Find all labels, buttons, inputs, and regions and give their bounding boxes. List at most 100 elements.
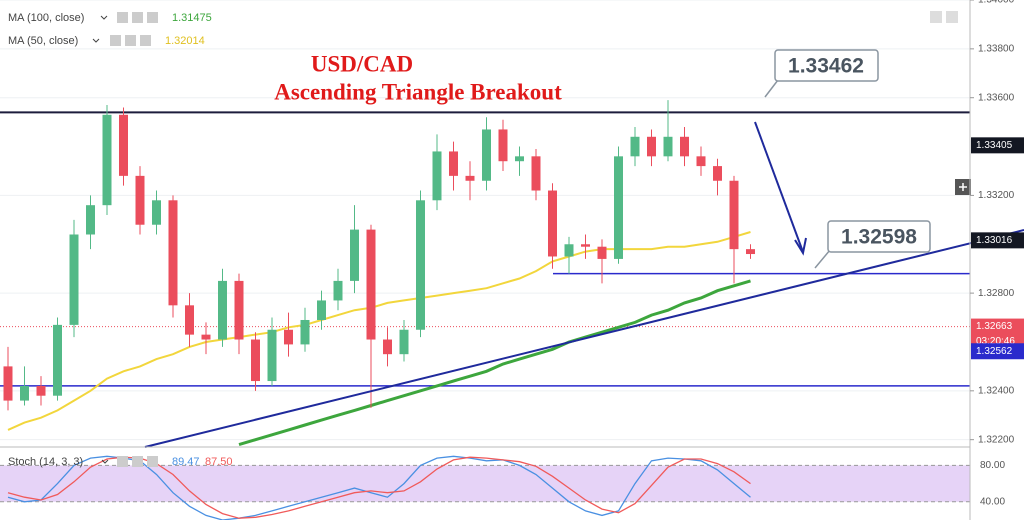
candle-body xyxy=(234,280,244,340)
y-tick-label: 1.33800 xyxy=(978,43,1015,54)
ma-line xyxy=(238,279,751,447)
candle-body xyxy=(350,229,359,281)
candle-body xyxy=(383,339,392,355)
candle-body xyxy=(284,329,293,345)
legend-value: 89.47 xyxy=(172,456,200,468)
y-tick-label: 1.32800 xyxy=(978,288,1015,299)
legend-label: MA (50, close) xyxy=(8,35,78,47)
legend-label: MA (100, close) xyxy=(8,12,84,24)
settings-button[interactable] xyxy=(132,12,143,23)
legend-label: Stoch (14, 3, 3) xyxy=(8,456,83,468)
collapse-button[interactable] xyxy=(930,11,942,23)
arrow-shaft xyxy=(754,121,804,253)
arrow-head xyxy=(794,237,807,256)
candle-body xyxy=(53,324,62,396)
settings-button[interactable] xyxy=(132,456,143,467)
chevron[interactable] xyxy=(100,15,108,20)
candle-body xyxy=(185,305,194,335)
eye-button[interactable] xyxy=(117,456,128,467)
callout-box xyxy=(774,49,879,82)
chart-subtitle: Ascending Triangle Breakout xyxy=(274,79,562,104)
candle-body xyxy=(86,205,95,235)
candle-body xyxy=(581,244,590,247)
candle-body xyxy=(416,200,425,330)
candle-body xyxy=(680,136,689,157)
ma-line xyxy=(7,231,751,431)
close-button[interactable] xyxy=(147,456,158,467)
candle-body xyxy=(152,200,161,225)
y-tick-label: 1.33200 xyxy=(978,190,1015,201)
stoch-line xyxy=(7,455,751,520)
y-tick-label: 80.00 xyxy=(980,460,1005,471)
candle-body xyxy=(515,156,524,162)
candle-body xyxy=(168,200,178,306)
chevron[interactable] xyxy=(101,459,109,464)
candle-body xyxy=(218,280,227,340)
candle-body xyxy=(36,385,46,396)
candle-body xyxy=(3,366,13,401)
legend-value: 1.31475 xyxy=(172,12,212,24)
y-tick-label: 1.32200 xyxy=(978,434,1015,445)
close-button[interactable] xyxy=(140,35,151,46)
price-tag xyxy=(971,137,1024,154)
close-button[interactable] xyxy=(147,12,158,23)
candle-body xyxy=(465,175,475,181)
candle-body xyxy=(564,244,574,257)
candle-body xyxy=(20,385,29,401)
candle-body xyxy=(366,229,376,340)
plot xyxy=(0,100,970,447)
candle-body xyxy=(399,329,409,355)
candle-body xyxy=(102,114,112,206)
candle-body xyxy=(300,319,310,345)
price-tag xyxy=(971,343,1024,360)
candle-body xyxy=(713,166,722,181)
callout-pointer xyxy=(764,79,779,98)
price-tag-label: 1.32663 xyxy=(976,321,1013,332)
eye-button[interactable] xyxy=(110,35,121,46)
candle-body xyxy=(201,334,211,340)
y-tick-label: 1.33600 xyxy=(978,92,1015,103)
candle-body xyxy=(267,329,277,382)
stoch-line xyxy=(7,456,751,519)
candle-body xyxy=(482,129,491,181)
candle-body xyxy=(119,114,128,176)
candle-body xyxy=(69,234,79,325)
candle-body xyxy=(251,339,260,382)
candle-body xyxy=(317,300,326,320)
candle-body xyxy=(333,280,343,301)
candle-body xyxy=(432,151,442,201)
price-tag xyxy=(971,232,1024,249)
callout-text: 1.33462 xyxy=(788,55,864,78)
eye-button[interactable] xyxy=(117,12,128,23)
stoch-band xyxy=(0,465,970,502)
callout-pointer xyxy=(814,249,831,269)
legend: MA (100, close) 1.31475 MA (50, close) 1… xyxy=(8,12,233,468)
y-tick-label: 40.00 xyxy=(980,496,1005,507)
candle-body xyxy=(746,249,755,255)
stoch-panel xyxy=(0,455,970,520)
price-tag-label: 1.33016 xyxy=(976,235,1013,246)
price-tag-label: 1.33405 xyxy=(976,140,1013,151)
candle-body xyxy=(647,136,656,157)
chevron[interactable] xyxy=(92,38,100,43)
candle-body xyxy=(663,136,673,157)
y-tick-label: 1.34000 xyxy=(978,0,1015,6)
candle-body xyxy=(729,180,739,250)
candle-body xyxy=(135,175,145,225)
legend-value: 87.50 xyxy=(205,456,233,468)
candle-body xyxy=(614,156,623,259)
grid xyxy=(0,0,970,441)
callout-box xyxy=(827,220,931,253)
candle-body xyxy=(696,156,706,167)
countdown: 03:20:46 xyxy=(976,336,1015,347)
plus-icon xyxy=(959,183,967,191)
settings-button[interactable] xyxy=(125,35,136,46)
candle-body xyxy=(630,136,640,157)
chart-title: USD/CAD xyxy=(311,51,413,76)
candle-body xyxy=(531,156,541,191)
candle-body xyxy=(548,190,557,257)
candle-body xyxy=(597,246,607,259)
maximize-button[interactable] xyxy=(946,11,958,23)
